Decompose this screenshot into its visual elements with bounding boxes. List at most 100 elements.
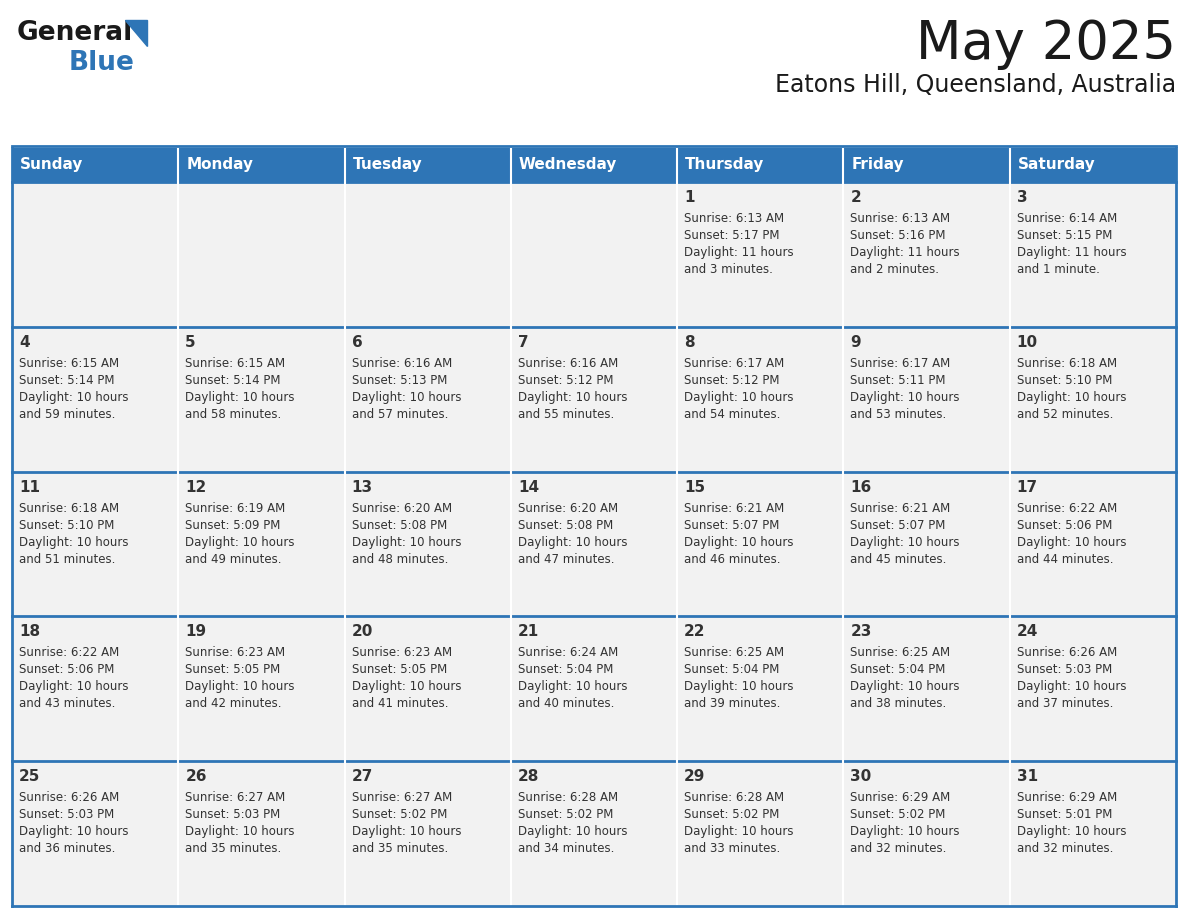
Text: Daylight: 10 hours: Daylight: 10 hours: [1017, 391, 1126, 404]
Text: and 33 minutes.: and 33 minutes.: [684, 842, 781, 856]
Polygon shape: [125, 20, 147, 46]
Text: Sunrise: 6:14 AM: Sunrise: 6:14 AM: [1017, 212, 1117, 225]
Text: Sunrise: 6:25 AM: Sunrise: 6:25 AM: [851, 646, 950, 659]
Text: and 41 minutes.: and 41 minutes.: [352, 698, 448, 711]
Text: Daylight: 10 hours: Daylight: 10 hours: [1017, 535, 1126, 549]
Text: Daylight: 10 hours: Daylight: 10 hours: [1017, 680, 1126, 693]
Bar: [511, 761, 677, 906]
Text: Sunrise: 6:21 AM: Sunrise: 6:21 AM: [851, 501, 950, 515]
Text: Daylight: 10 hours: Daylight: 10 hours: [851, 391, 960, 404]
Text: Sunset: 5:06 PM: Sunset: 5:06 PM: [1017, 519, 1112, 532]
Bar: [178, 616, 345, 761]
Text: 27: 27: [352, 769, 373, 784]
Bar: [12, 616, 178, 761]
Bar: [843, 327, 1010, 472]
Text: Sunrise: 6:24 AM: Sunrise: 6:24 AM: [518, 646, 618, 659]
Text: Sunrise: 6:26 AM: Sunrise: 6:26 AM: [1017, 646, 1117, 659]
Text: Sunrise: 6:17 AM: Sunrise: 6:17 AM: [684, 357, 784, 370]
Text: Tuesday: Tuesday: [353, 158, 422, 173]
Bar: [1010, 761, 1176, 906]
Text: and 43 minutes.: and 43 minutes.: [19, 698, 115, 711]
Bar: [345, 472, 511, 616]
Bar: [843, 148, 1010, 182]
Text: Sunset: 5:07 PM: Sunset: 5:07 PM: [851, 519, 946, 532]
Text: 6: 6: [352, 335, 362, 350]
Text: Sunset: 5:14 PM: Sunset: 5:14 PM: [185, 374, 280, 386]
Text: Daylight: 10 hours: Daylight: 10 hours: [352, 680, 461, 693]
Text: 25: 25: [19, 769, 40, 784]
Text: and 47 minutes.: and 47 minutes.: [518, 553, 614, 565]
Text: and 3 minutes.: and 3 minutes.: [684, 263, 773, 276]
Bar: [511, 327, 677, 472]
Text: Sunrise: 6:16 AM: Sunrise: 6:16 AM: [352, 357, 451, 370]
Text: 23: 23: [851, 624, 872, 640]
Text: 1: 1: [684, 190, 695, 205]
Bar: [178, 148, 345, 182]
Text: Sunrise: 6:25 AM: Sunrise: 6:25 AM: [684, 646, 784, 659]
Text: Thursday: Thursday: [685, 158, 765, 173]
Text: Daylight: 10 hours: Daylight: 10 hours: [19, 391, 128, 404]
Text: Daylight: 11 hours: Daylight: 11 hours: [851, 246, 960, 259]
Bar: [511, 616, 677, 761]
Text: and 42 minutes.: and 42 minutes.: [185, 698, 282, 711]
Text: Sunset: 5:13 PM: Sunset: 5:13 PM: [352, 374, 447, 386]
Text: and 46 minutes.: and 46 minutes.: [684, 553, 781, 565]
Bar: [12, 148, 178, 182]
Text: Sunset: 5:02 PM: Sunset: 5:02 PM: [352, 808, 447, 822]
Text: Daylight: 11 hours: Daylight: 11 hours: [684, 246, 794, 259]
Text: 3: 3: [1017, 190, 1028, 205]
Bar: [511, 472, 677, 616]
Text: Sunset: 5:01 PM: Sunset: 5:01 PM: [1017, 808, 1112, 822]
Text: and 1 minute.: and 1 minute.: [1017, 263, 1100, 276]
Text: Sunset: 5:03 PM: Sunset: 5:03 PM: [1017, 664, 1112, 677]
Text: Daylight: 10 hours: Daylight: 10 hours: [851, 825, 960, 838]
Text: 21: 21: [518, 624, 539, 640]
Text: Sunrise: 6:21 AM: Sunrise: 6:21 AM: [684, 501, 784, 515]
Text: Sunset: 5:04 PM: Sunset: 5:04 PM: [684, 664, 779, 677]
Text: 14: 14: [518, 479, 539, 495]
Text: 28: 28: [518, 769, 539, 784]
Text: Daylight: 10 hours: Daylight: 10 hours: [684, 535, 794, 549]
Text: Daylight: 10 hours: Daylight: 10 hours: [185, 391, 295, 404]
Text: 31: 31: [1017, 769, 1038, 784]
Bar: [178, 472, 345, 616]
Text: 29: 29: [684, 769, 706, 784]
Text: Sunset: 5:02 PM: Sunset: 5:02 PM: [518, 808, 613, 822]
Text: Eatons Hill, Queensland, Australia: Eatons Hill, Queensland, Australia: [775, 73, 1176, 97]
Text: Sunrise: 6:15 AM: Sunrise: 6:15 AM: [185, 357, 285, 370]
Bar: [843, 182, 1010, 327]
Text: Sunrise: 6:23 AM: Sunrise: 6:23 AM: [185, 646, 285, 659]
Text: Sunset: 5:11 PM: Sunset: 5:11 PM: [851, 374, 946, 386]
Text: 4: 4: [19, 335, 30, 350]
Text: Sunset: 5:07 PM: Sunset: 5:07 PM: [684, 519, 779, 532]
Bar: [345, 148, 511, 182]
Text: and 37 minutes.: and 37 minutes.: [1017, 698, 1113, 711]
Text: Daylight: 10 hours: Daylight: 10 hours: [684, 825, 794, 838]
Text: Sunset: 5:12 PM: Sunset: 5:12 PM: [684, 374, 779, 386]
Text: Sunset: 5:04 PM: Sunset: 5:04 PM: [518, 664, 613, 677]
Text: 13: 13: [352, 479, 373, 495]
Text: Daylight: 10 hours: Daylight: 10 hours: [352, 825, 461, 838]
Text: Sunrise: 6:20 AM: Sunrise: 6:20 AM: [352, 501, 451, 515]
Text: and 44 minutes.: and 44 minutes.: [1017, 553, 1113, 565]
Text: and 49 minutes.: and 49 minutes.: [185, 553, 282, 565]
Text: Sunset: 5:14 PM: Sunset: 5:14 PM: [19, 374, 114, 386]
Text: Sunrise: 6:26 AM: Sunrise: 6:26 AM: [19, 791, 119, 804]
Text: Monday: Monday: [187, 158, 253, 173]
Text: 30: 30: [851, 769, 872, 784]
Bar: [12, 182, 178, 327]
Text: and 57 minutes.: and 57 minutes.: [352, 408, 448, 420]
Text: Daylight: 10 hours: Daylight: 10 hours: [19, 535, 128, 549]
Text: and 35 minutes.: and 35 minutes.: [352, 842, 448, 856]
Text: Sunrise: 6:22 AM: Sunrise: 6:22 AM: [1017, 501, 1117, 515]
Text: Blue: Blue: [69, 50, 135, 76]
Text: Sunset: 5:08 PM: Sunset: 5:08 PM: [518, 519, 613, 532]
Text: Daylight: 10 hours: Daylight: 10 hours: [518, 391, 627, 404]
Text: 5: 5: [185, 335, 196, 350]
Text: 20: 20: [352, 624, 373, 640]
Text: Daylight: 10 hours: Daylight: 10 hours: [19, 680, 128, 693]
Text: Sunset: 5:10 PM: Sunset: 5:10 PM: [1017, 374, 1112, 386]
Bar: [12, 472, 178, 616]
Bar: [1010, 182, 1176, 327]
Text: and 40 minutes.: and 40 minutes.: [518, 698, 614, 711]
